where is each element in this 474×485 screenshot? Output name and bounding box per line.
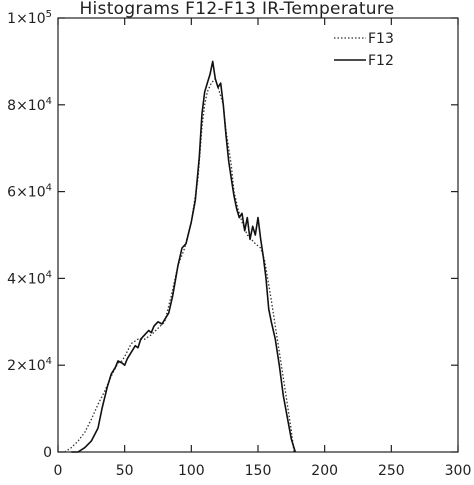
x-tick-label: 0: [54, 463, 63, 479]
series-line-f13: [64, 78, 295, 453]
y-tick-label: 4×104: [7, 269, 52, 287]
x-tick-label: 50: [116, 463, 134, 479]
series-layer: [64, 60, 297, 453]
x-tick-label: 200: [311, 463, 338, 479]
y-tick-label: 6×104: [7, 183, 52, 201]
x-tick-label: 100: [178, 463, 205, 479]
legend-label-f12: F12: [368, 53, 394, 69]
y-tick-label: 0: [43, 445, 52, 461]
y-axis: 0 2×104 4×104 6×104 8×104 1×105: [7, 9, 458, 461]
y-tick-label: 8×104: [7, 96, 52, 114]
y-tick-label: 1×105: [7, 9, 52, 27]
series-line-f12: [71, 60, 297, 453]
x-tick-label: 150: [245, 463, 272, 479]
plot-frame: [57, 17, 459, 453]
y-tick-label: 2×104: [7, 356, 52, 374]
x-tick-label: 300: [445, 463, 472, 479]
x-axis: 0 50 100 150 200 250 300: [54, 18, 472, 479]
x-tick-label: 250: [378, 463, 405, 479]
chart-title: Histograms F12-F13 IR-Temperature: [79, 0, 395, 19]
legend-label-f13: F13: [368, 31, 394, 47]
